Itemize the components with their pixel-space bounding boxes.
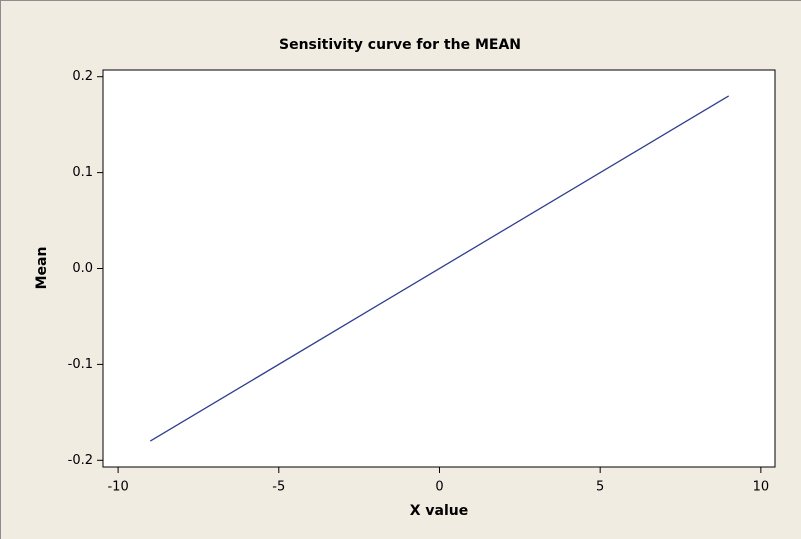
x-axis-label: X value (410, 503, 469, 519)
y-tick-label: 0.0 (72, 261, 93, 276)
y-axis-label: Mean (34, 247, 50, 290)
x-tick-label: -10 (107, 480, 128, 495)
x-tick-label: 10 (753, 480, 770, 495)
chart-title: Sensitivity curve for the MEAN (279, 37, 521, 53)
x-tick-label: 0 (435, 480, 443, 495)
data-line (149, 95, 730, 442)
x-tick-label: 5 (596, 480, 604, 495)
x-tick-label: -5 (272, 480, 285, 495)
y-tick-label: -0.2 (68, 453, 93, 468)
y-tick-label: 0.1 (72, 165, 93, 180)
y-tick-label: 0.2 (72, 69, 93, 84)
y-tick-label: -0.1 (68, 357, 93, 372)
